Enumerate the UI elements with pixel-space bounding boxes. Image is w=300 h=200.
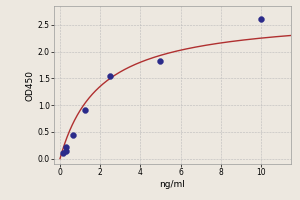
Point xyxy=(61,152,66,155)
Y-axis label: OD450: OD450 xyxy=(26,70,35,101)
Point xyxy=(83,109,88,112)
Point xyxy=(70,133,75,136)
Point xyxy=(108,74,112,77)
Point xyxy=(259,18,263,21)
Point xyxy=(64,146,69,149)
X-axis label: ng/ml: ng/ml xyxy=(160,180,185,189)
Point xyxy=(158,60,163,63)
Point xyxy=(64,149,69,152)
